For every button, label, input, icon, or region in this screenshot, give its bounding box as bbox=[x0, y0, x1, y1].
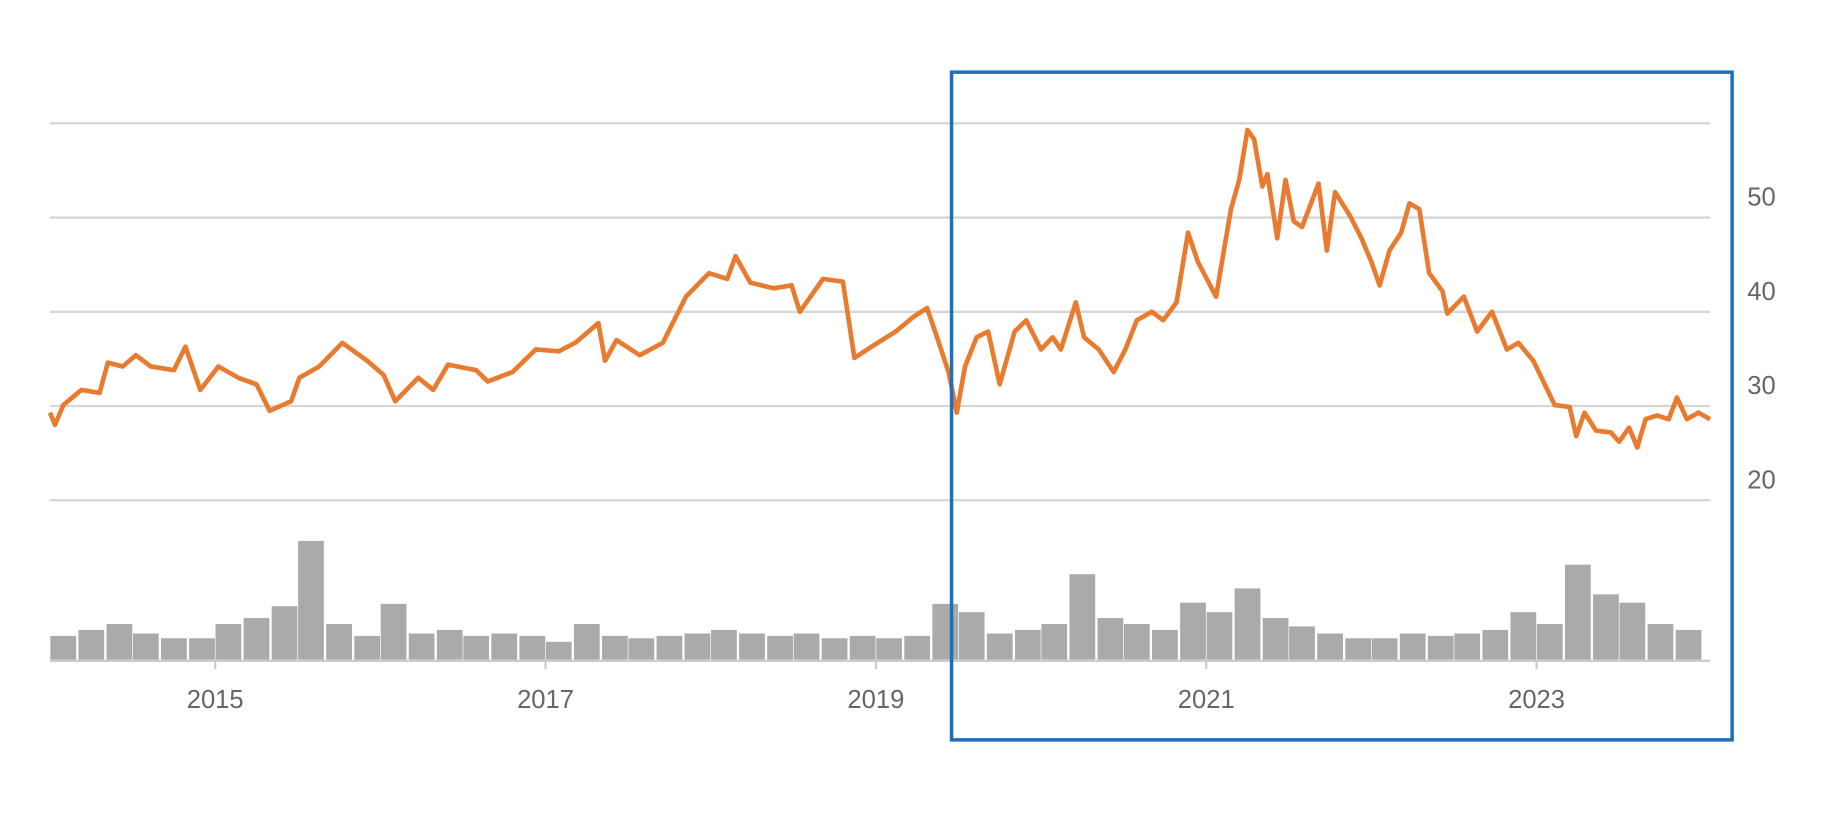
volume-bar bbox=[573, 624, 600, 660]
volume-bar bbox=[986, 633, 1013, 660]
volume-bar bbox=[189, 638, 215, 660]
volume-bar bbox=[1041, 624, 1068, 660]
volume-bar bbox=[298, 540, 324, 660]
x-tick-label: 2019 bbox=[847, 686, 904, 714]
volume-bar bbox=[1345, 638, 1372, 660]
volume-bar bbox=[271, 606, 298, 660]
volume-bar bbox=[876, 638, 902, 660]
volume-bar bbox=[1482, 629, 1509, 660]
x-tick-label: 2017 bbox=[517, 686, 574, 714]
volume-bar bbox=[1180, 602, 1206, 660]
volume-bar bbox=[1289, 626, 1315, 660]
x-tick-label: 2021 bbox=[1178, 686, 1235, 714]
volume-bar bbox=[628, 638, 655, 660]
volume-bar bbox=[849, 635, 876, 660]
volume-bar bbox=[1454, 633, 1481, 660]
volume-bar bbox=[684, 633, 711, 660]
volume-bar bbox=[78, 629, 105, 660]
volume-bar bbox=[491, 633, 518, 660]
volume-bar bbox=[602, 635, 628, 660]
volume-bar bbox=[354, 635, 381, 660]
volume-bar bbox=[545, 641, 572, 660]
volume-bar bbox=[1371, 638, 1398, 660]
volume-bar bbox=[1564, 564, 1591, 660]
volume-bar bbox=[932, 603, 959, 660]
volume-bar bbox=[793, 633, 820, 660]
volume-bar bbox=[519, 635, 546, 660]
volume-bar bbox=[380, 603, 407, 660]
volume-bar bbox=[161, 638, 187, 660]
volume-bar bbox=[436, 629, 463, 660]
volume-bar bbox=[1097, 618, 1124, 660]
volume-bar bbox=[821, 638, 848, 660]
y-tick-label: 20 bbox=[1747, 466, 1775, 494]
y-tick-label: 30 bbox=[1747, 372, 1775, 400]
volume-bar bbox=[1619, 602, 1646, 660]
x-tick-label: 2023 bbox=[1508, 686, 1565, 714]
volume-bar bbox=[1206, 612, 1233, 660]
volume-bar bbox=[1069, 574, 1096, 660]
volume-bar bbox=[1262, 618, 1289, 660]
volume-bar bbox=[1427, 635, 1454, 660]
selection-box bbox=[949, 70, 1734, 742]
volume-bar bbox=[243, 618, 270, 660]
volume-bar bbox=[1399, 633, 1426, 660]
volume-bar bbox=[711, 629, 737, 660]
volume-bar bbox=[1317, 633, 1343, 660]
volume-bar bbox=[1510, 612, 1537, 660]
volume-bar bbox=[904, 635, 931, 660]
y-tick-label: 50 bbox=[1747, 184, 1775, 212]
volume-bar bbox=[408, 633, 435, 660]
volume-bar bbox=[463, 635, 490, 660]
volume-bar bbox=[656, 635, 683, 660]
volume-bar bbox=[1014, 629, 1041, 660]
volume-bar bbox=[958, 612, 985, 660]
x-tick-label: 2015 bbox=[187, 686, 244, 714]
volume-bar bbox=[767, 635, 793, 660]
volume-bar bbox=[106, 624, 133, 660]
volume-bar bbox=[215, 624, 242, 660]
y-tick-label: 40 bbox=[1747, 278, 1775, 306]
volume-bar bbox=[1647, 624, 1674, 660]
volume-bar bbox=[326, 624, 352, 660]
volume-bar bbox=[50, 635, 77, 660]
volume-bar bbox=[1234, 588, 1261, 660]
price-line bbox=[47, 127, 1712, 450]
volume-bar bbox=[132, 633, 159, 660]
volume-bar bbox=[1675, 629, 1702, 660]
volume-bar bbox=[1593, 594, 1619, 660]
volume-bar bbox=[1536, 624, 1563, 660]
volume-bar bbox=[739, 633, 765, 660]
volume-bar bbox=[1152, 629, 1178, 660]
volume-bar bbox=[1123, 624, 1150, 660]
